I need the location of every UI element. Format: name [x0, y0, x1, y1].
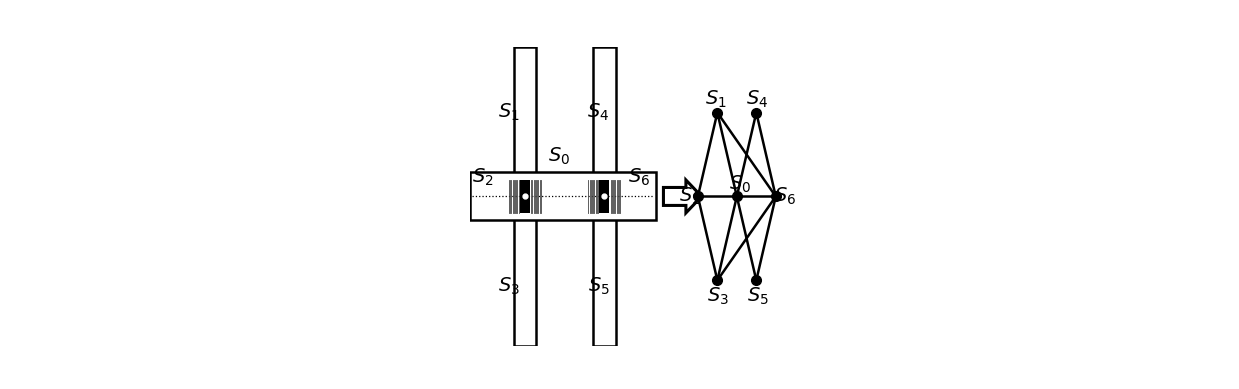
- Text: $S_{3}$: $S_{3}$: [498, 276, 520, 297]
- Polygon shape: [663, 180, 701, 213]
- Text: $S_{1}$: $S_{1}$: [498, 102, 520, 123]
- Text: $S_{6}$: $S_{6}$: [774, 186, 797, 207]
- Bar: [471, 172, 655, 221]
- Text: $S_{2}$: $S_{2}$: [679, 186, 700, 207]
- Text: $S_{6}$: $S_{6}$: [628, 166, 650, 187]
- Text: $S_{5}$: $S_{5}$: [587, 276, 610, 297]
- Text: $S_{4}$: $S_{4}$: [587, 102, 610, 123]
- Bar: [520, 180, 530, 213]
- Text: $S_{1}$: $S_{1}$: [705, 88, 727, 110]
- Bar: [514, 47, 536, 346]
- Text: $S_{0}$: $S_{0}$: [730, 174, 752, 195]
- Text: $S_{3}$: $S_{3}$: [707, 286, 729, 307]
- Bar: [600, 180, 610, 213]
- Bar: [593, 47, 616, 346]
- Text: $S_{2}$: $S_{2}$: [472, 166, 493, 187]
- Text: $S_{0}$: $S_{0}$: [548, 145, 570, 166]
- Text: $S_{5}$: $S_{5}$: [747, 286, 768, 307]
- Text: $S_{4}$: $S_{4}$: [746, 88, 768, 110]
